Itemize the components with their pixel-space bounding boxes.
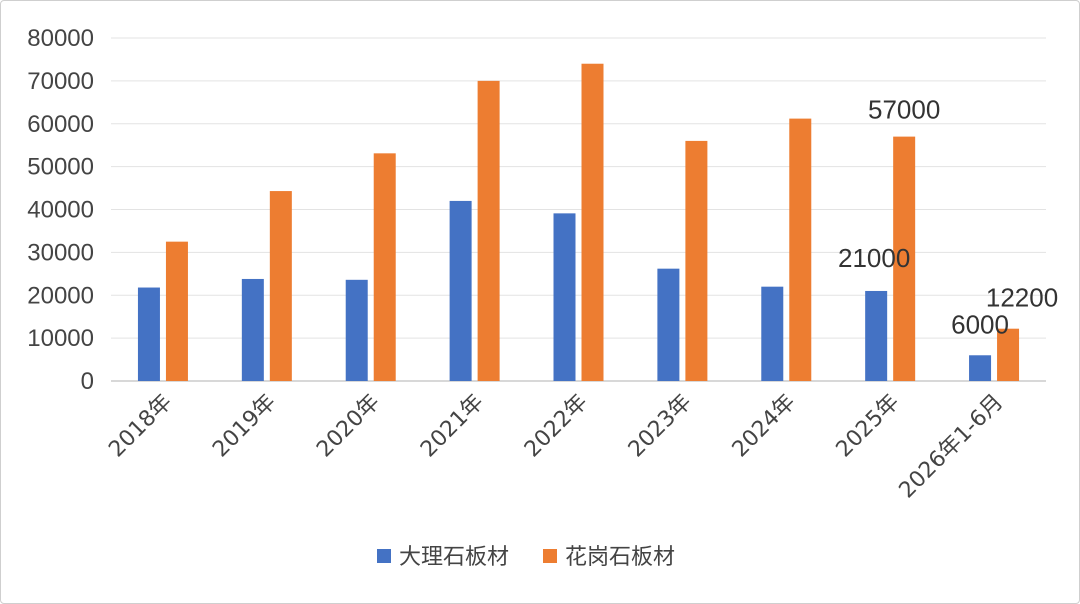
bar-marble-1 (241, 278, 264, 381)
x-tick-label: 2026年1-6月 (895, 390, 1009, 504)
x-tick-label: 2019年 (208, 390, 281, 463)
bar-marble-0 (137, 287, 160, 381)
y-tick-label: 20000 (27, 282, 94, 309)
bar-granite-5 (685, 140, 708, 381)
bar-marble-7 (865, 290, 888, 381)
bar-granite-8 (997, 328, 1020, 381)
bar-marble-4 (553, 213, 576, 381)
x-tick-label: 2025年 (832, 390, 905, 463)
bar-granite-1 (269, 191, 292, 381)
x-tick-label: 2023年 (624, 390, 697, 463)
bars (137, 63, 1020, 381)
y-tick-label: 30000 (27, 239, 94, 266)
bar-granite-6 (789, 118, 812, 381)
bar-granite-3 (477, 80, 500, 381)
x-tick-label: 2021年 (416, 390, 489, 463)
data-label: 12200 (986, 283, 1058, 313)
x-axis-ticks: 2018年 2019年 2020年 2021年 2022年 2023年 2024年 2025年… (104, 390, 1008, 504)
bar-granite-2 (373, 153, 396, 381)
y-tick-label: 10000 (27, 325, 94, 352)
legend-label: 大理石板材 (399, 545, 509, 570)
y-tick-label: 70000 (27, 68, 94, 95)
y-tick-label: 50000 (27, 154, 94, 181)
y-axis-ticks: 0 10000 20000 30000 40000 50000 60000 70000 8000… (27, 25, 94, 395)
legend-label: 花岗石板材 (565, 545, 675, 570)
bar-marble-3 (449, 200, 472, 381)
bar-granite-0 (165, 241, 188, 381)
legend: 大理石板材 花岗石板材 (377, 545, 675, 570)
y-tick-label: 60000 (27, 111, 94, 138)
x-tick-label: 2020年 (312, 390, 385, 463)
bar-granite-4 (581, 63, 604, 381)
bar-marble-2 (345, 279, 368, 381)
bar-marble-5 (657, 268, 680, 381)
data-label: 57000 (868, 95, 940, 125)
y-tick-label: 40000 (27, 197, 94, 224)
legend-swatch-marble (377, 549, 391, 563)
x-tick-label: 2024年 (728, 390, 801, 463)
x-tick-label: 2022年 (520, 390, 593, 463)
y-tick-label: 80000 (27, 25, 94, 52)
x-tick-label: 2018年 (104, 390, 177, 463)
legend-swatch-granite (543, 549, 557, 563)
y-tick-label: 0 (81, 368, 94, 395)
bar-granite-7 (893, 136, 916, 381)
bar-marble-8 (969, 355, 992, 381)
gridlines (111, 37, 1046, 382)
bar-marble-6 (761, 286, 784, 381)
data-label: 6000 (951, 309, 1009, 339)
data-label: 21000 (838, 243, 910, 273)
